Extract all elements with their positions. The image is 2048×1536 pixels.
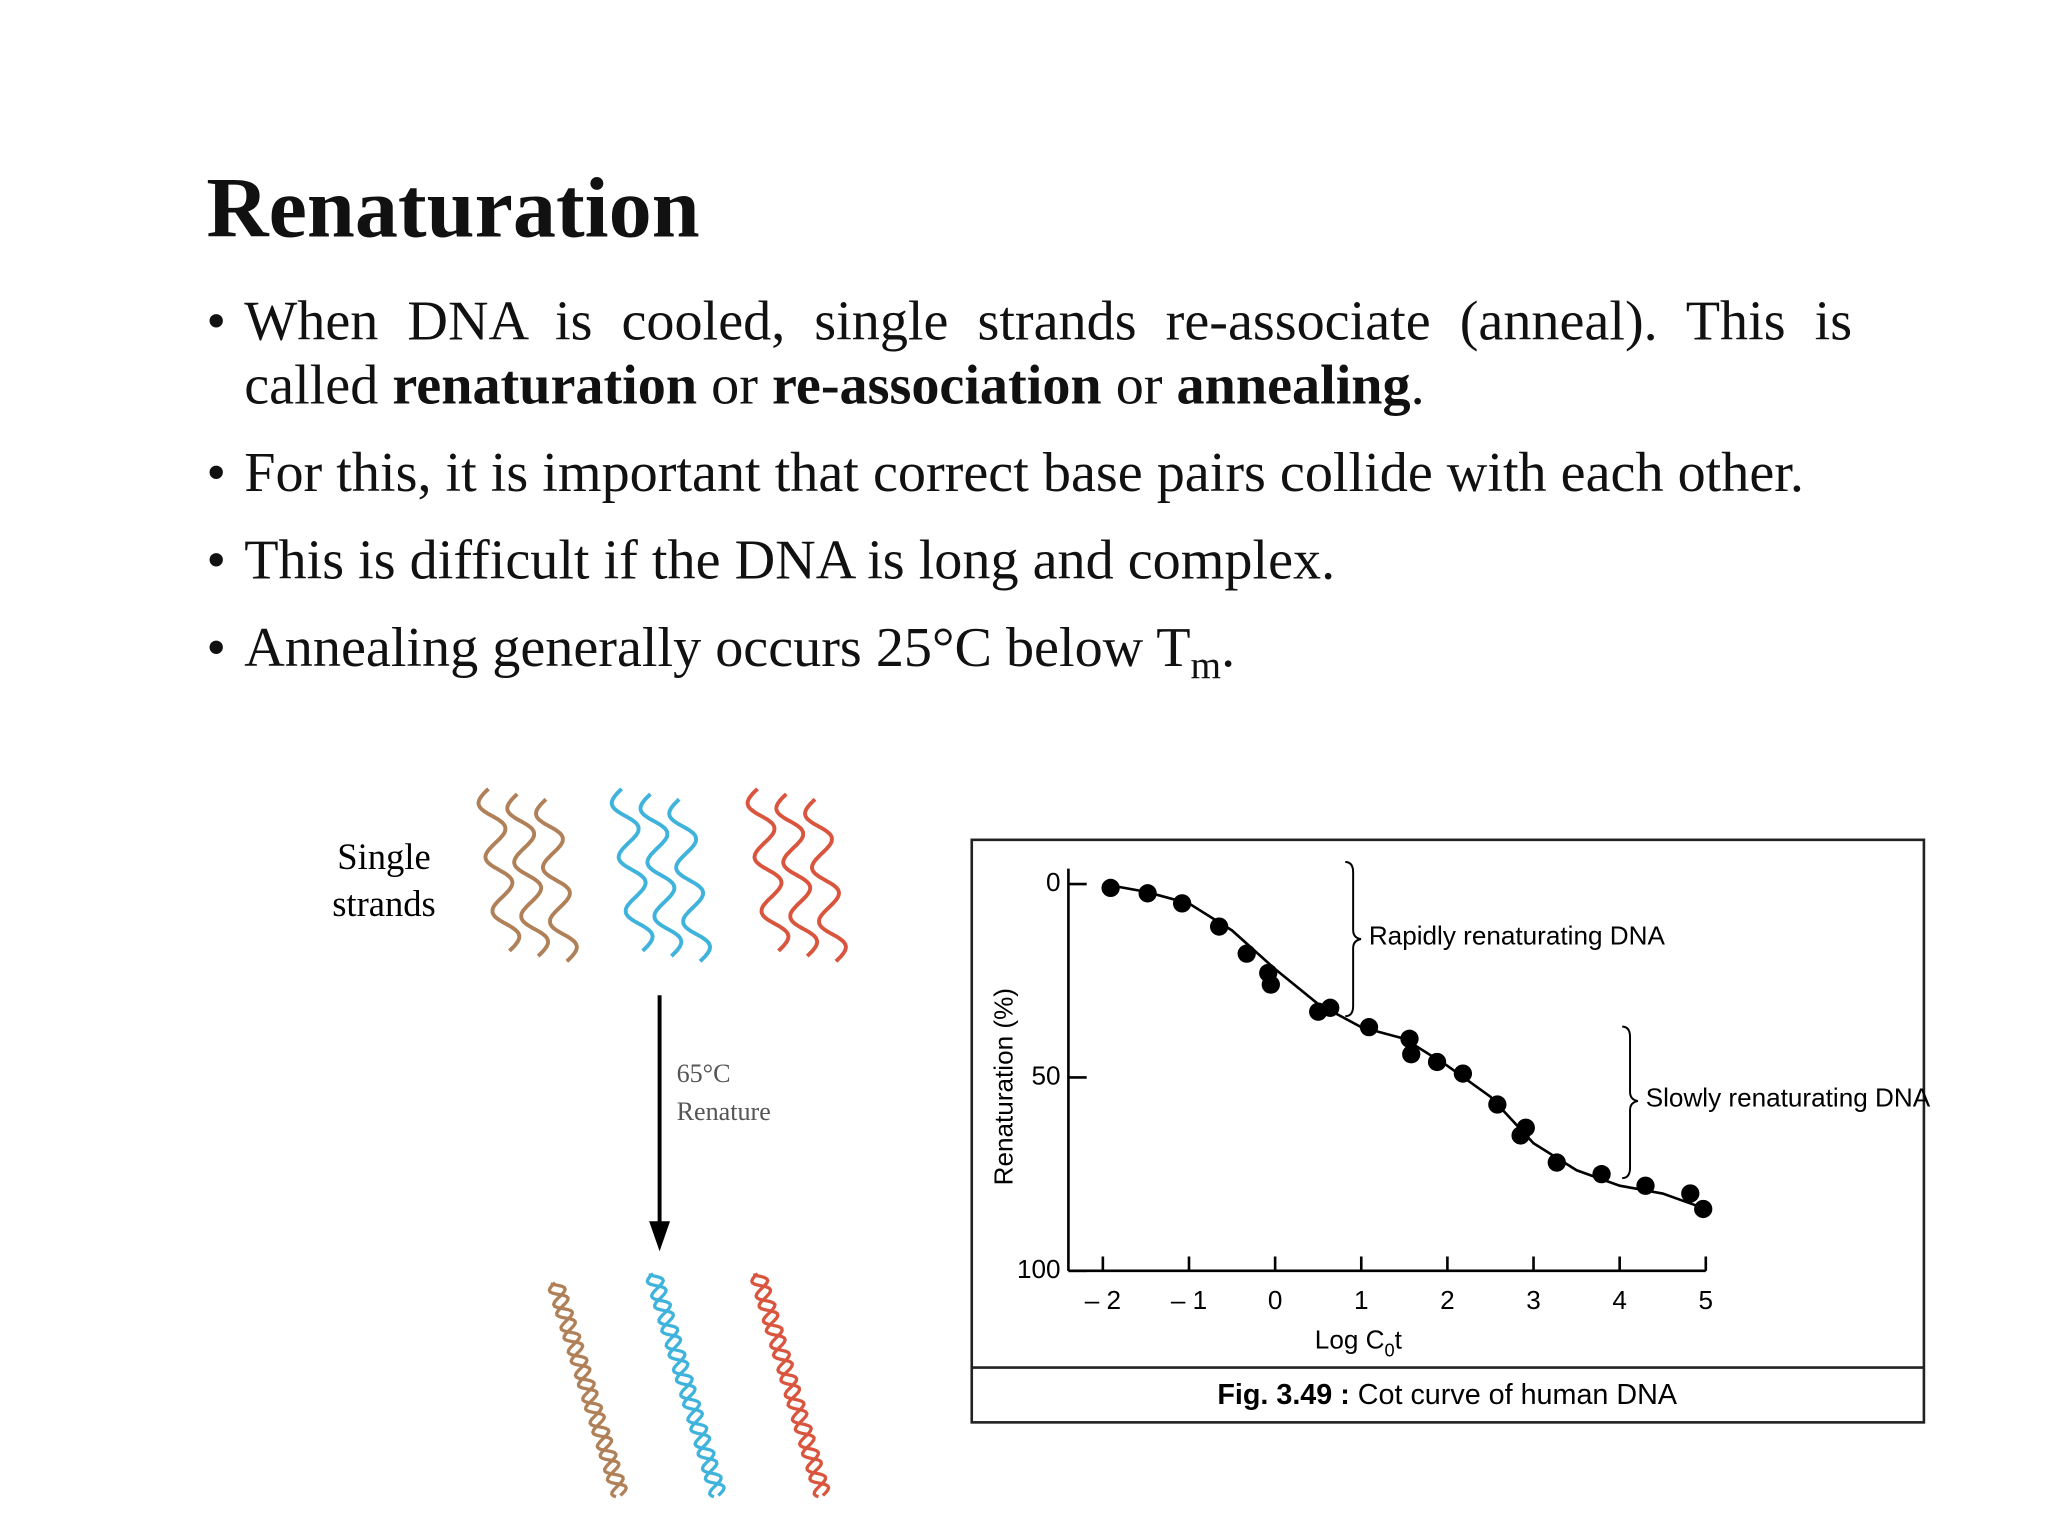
caption: Fig. 3.49 : Cot curve of human DNA — [1217, 1379, 1678, 1411]
bullet: For this, it is important that correct b… — [206, 441, 1852, 505]
point — [1101, 878, 1120, 898]
bullet: When DNA is cooled, single strands re-as… — [206, 290, 1852, 418]
point — [1321, 998, 1340, 1017]
arrow-head — [649, 1221, 671, 1252]
strand — [476, 787, 522, 953]
text-run: Cot curve of human DNA — [1350, 1379, 1678, 1411]
strand — [750, 1272, 831, 1497]
x-tick-label: 5 — [1699, 1285, 1714, 1315]
point — [1488, 1095, 1507, 1114]
strand — [534, 797, 579, 963]
text-run: Annealing generally occurs 25°C below T — [244, 617, 1191, 680]
strand — [609, 787, 655, 953]
bracket — [1345, 861, 1362, 1018]
x-tick-label: – 2 — [1085, 1285, 1121, 1315]
y-axis-label: Renaturation (%) — [989, 988, 1019, 1185]
y-tick-label: 50 — [1032, 1060, 1061, 1090]
text-run: renaturation — [392, 355, 698, 417]
text-run: Fig. 3.49 : — [1217, 1379, 1349, 1411]
point — [1138, 884, 1157, 903]
point — [1694, 1199, 1713, 1219]
diagram-label: Renature — [677, 1097, 771, 1126]
point — [1237, 944, 1256, 963]
text-run: annealing — [1176, 355, 1411, 417]
point — [1547, 1153, 1566, 1172]
strand — [648, 1273, 723, 1499]
point — [1209, 917, 1229, 936]
strand — [638, 792, 684, 958]
text-run: This is difficult if the DNA is long and… — [244, 530, 1336, 592]
strand — [547, 1281, 628, 1497]
text-run: t — [1395, 1324, 1403, 1354]
diagram-label: strands — [332, 883, 436, 924]
text-run: Log C — [1315, 1324, 1385, 1354]
text-run: For this, it is important that correct b… — [244, 442, 1804, 505]
text-run: or — [697, 355, 772, 417]
point — [1453, 1064, 1473, 1083]
text-run: 0 — [1384, 1340, 1394, 1361]
strand — [745, 787, 791, 953]
text-run: . — [1221, 617, 1236, 680]
point — [1359, 1018, 1379, 1037]
strand — [803, 797, 848, 963]
point — [1516, 1118, 1535, 1137]
strand — [774, 792, 820, 958]
x-axis-label: Log C0t — [1315, 1324, 1403, 1360]
diagram-label: 65°C — [677, 1059, 731, 1088]
point — [1402, 1045, 1421, 1064]
bullet: This is difficult if the DNA is long and… — [206, 529, 1852, 593]
x-tick-label: 3 — [1526, 1285, 1541, 1315]
text-run: re-association — [771, 355, 1102, 417]
point — [1681, 1184, 1700, 1203]
point — [1172, 894, 1192, 913]
strand — [505, 792, 551, 958]
x-tick-label: – 1 — [1171, 1285, 1207, 1315]
x-tick-label: 0 — [1268, 1285, 1283, 1315]
point — [1400, 1029, 1419, 1048]
x-tick-label: 4 — [1612, 1285, 1627, 1315]
strand — [752, 1273, 828, 1499]
text-run: m — [1190, 642, 1222, 688]
text-run: or — [1101, 355, 1177, 417]
figure-frame — [970, 838, 1926, 1424]
y-tick-label: 100 — [1017, 1254, 1061, 1284]
point — [1636, 1176, 1655, 1195]
text-run: . — [1410, 355, 1425, 417]
point — [1261, 975, 1280, 994]
x-tick-label: 2 — [1440, 1285, 1455, 1315]
diagram-label: Single — [337, 836, 430, 877]
point — [1427, 1052, 1447, 1072]
annotation: Rapidly renaturating DNA — [1369, 921, 1666, 951]
annotation: Slowly renaturating DNA — [1646, 1083, 1931, 1113]
bullet: Annealing generally occurs 25°C below Tm… — [206, 616, 1852, 697]
bullet-list: When DNA is cooled, single strands re-as… — [206, 290, 1852, 721]
strand — [550, 1282, 625, 1499]
x-tick-label: 1 — [1354, 1285, 1369, 1315]
bracket — [1622, 1025, 1639, 1180]
y-tick-label: 0 — [1046, 867, 1061, 897]
strand — [645, 1272, 726, 1497]
strand — [667, 797, 712, 963]
text-run: When DNA is cooled, single strands re-as… — [244, 291, 1853, 417]
point — [1592, 1165, 1611, 1184]
slide-title: Renaturation — [206, 160, 700, 256]
